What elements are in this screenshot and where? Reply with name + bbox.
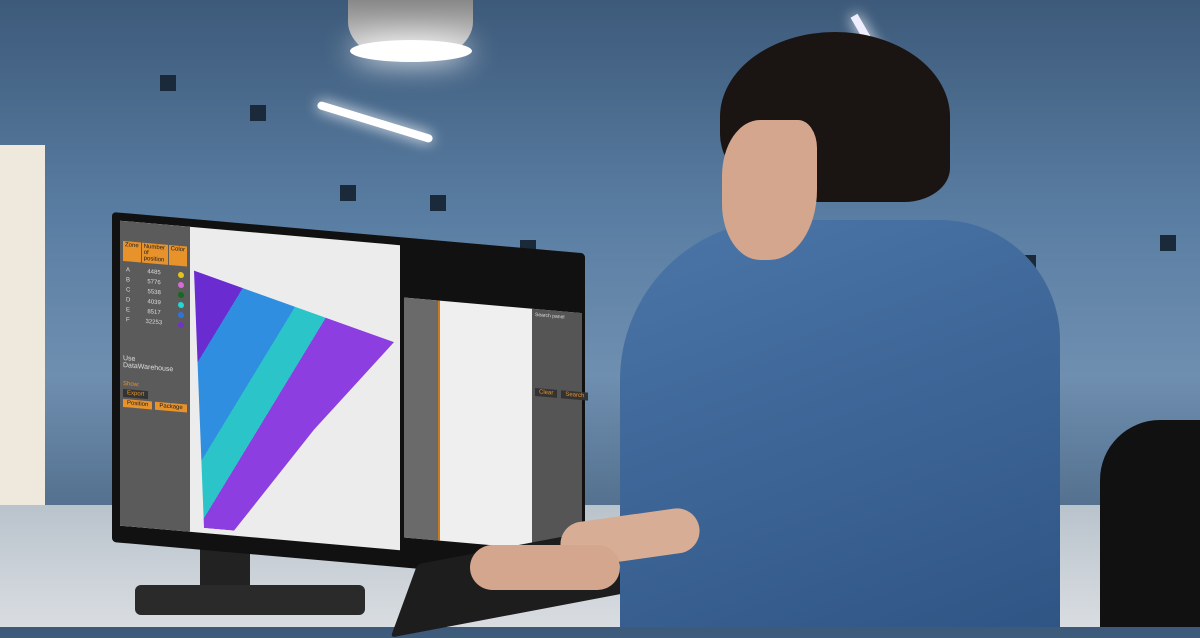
zone-color-dot: [177, 291, 184, 299]
3d-rack-visualization[interactable]: [194, 257, 394, 544]
search-panel: Search panel Clear Search: [532, 308, 589, 554]
zone-name: E: [126, 307, 131, 314]
count-header: Number of position: [141, 242, 168, 265]
monitor-base: [135, 585, 365, 615]
wall-tile: [340, 185, 356, 201]
color-header: Color: [168, 244, 187, 267]
person-shirt: [620, 220, 1060, 627]
list-panel: [404, 297, 440, 541]
zone-count: 4039: [147, 299, 161, 307]
package-button[interactable]: Package: [155, 401, 187, 413]
zone-color-dot: [178, 271, 184, 279]
zone-color-dot: [177, 321, 184, 329]
lamp-glow: [350, 40, 472, 62]
zone-name: A: [126, 267, 131, 274]
zone-name: B: [126, 277, 131, 284]
chair: [1100, 420, 1200, 627]
wall-tile: [1160, 235, 1176, 251]
person-face: [722, 120, 817, 260]
zone-count: 8517: [147, 309, 161, 317]
export-button[interactable]: Export: [123, 388, 149, 400]
zone-panel: Zone Number of position Color A 4485 B 5776…: [120, 220, 190, 532]
search-button[interactable]: Search: [561, 390, 589, 401]
warehouse-toggle-label[interactable]: Use DataWarehouse: [123, 354, 174, 374]
zone-count: 4485: [147, 269, 161, 277]
zone-color-dot: [178, 281, 184, 289]
zone-color-dot: [178, 311, 184, 319]
search-window: Search panel Clear Search: [404, 297, 589, 554]
zone-name: F: [126, 317, 130, 324]
position-button[interactable]: Position: [123, 398, 153, 410]
zone-color-dot: [177, 301, 184, 309]
zone-count: 32253: [145, 318, 163, 327]
zone-name: D: [126, 297, 131, 304]
zone-count: 5776: [147, 279, 161, 287]
warehouse-visualization-window: Zone Number of position Color A 4485 B 5776…: [120, 220, 400, 551]
clear-button[interactable]: Clear: [535, 388, 558, 398]
person-hand: [470, 545, 620, 590]
search-panel-title: Search panel: [535, 312, 565, 321]
zone-header: Zone: [123, 240, 141, 263]
light-bar: [316, 100, 434, 144]
zone-count: 5538: [147, 289, 161, 297]
wall-tile: [160, 75, 176, 91]
paper-sheet: [0, 145, 45, 520]
zone-name: C: [126, 287, 131, 294]
wall-tile: [250, 105, 266, 121]
monitor: Zone Number of position Color A 4485 B 5776…: [112, 212, 589, 584]
wall-tile: [430, 195, 446, 211]
